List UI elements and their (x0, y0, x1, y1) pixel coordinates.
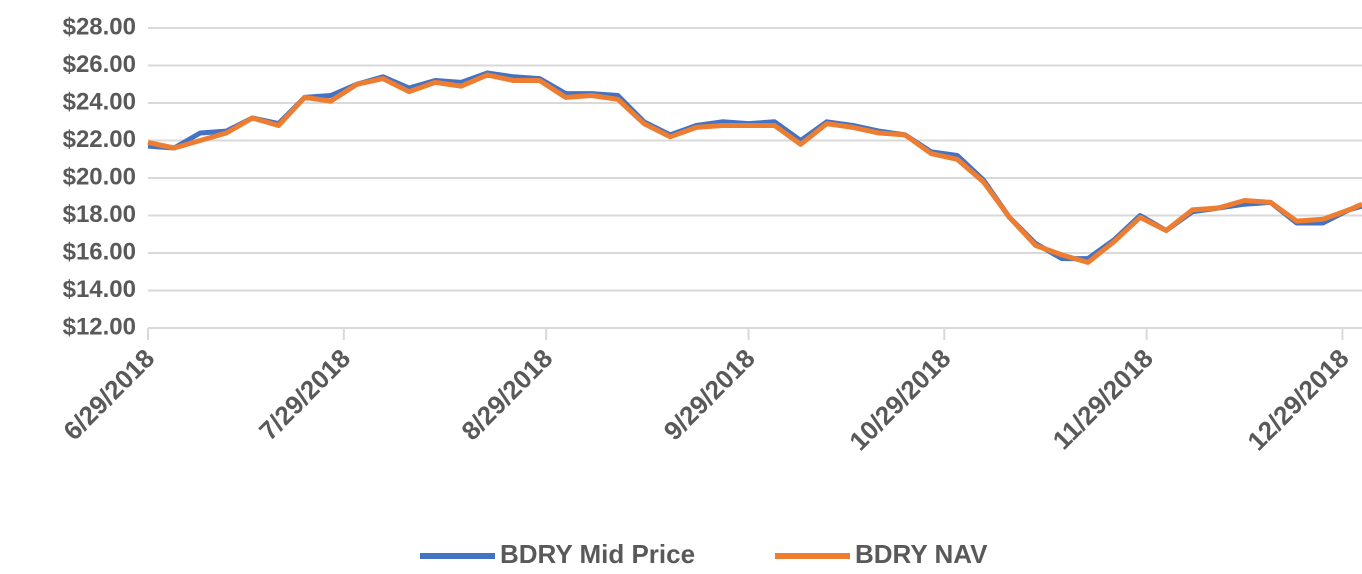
x-tick-label: 12/29/2018 (1241, 343, 1354, 456)
y-tick-label: $24.00 (63, 88, 136, 115)
x-tick-label: 10/29/2018 (843, 343, 956, 456)
y-tick-label: $12.00 (63, 313, 136, 340)
x-tick-label: 11/29/2018 (1047, 343, 1159, 455)
y-tick-label: $14.00 (63, 276, 136, 303)
y-tick-label: $18.00 (63, 201, 136, 228)
y-tick-label: $20.00 (63, 163, 136, 190)
x-tick-label: 6/29/2018 (57, 343, 160, 446)
x-tick-label: 8/29/2018 (455, 343, 558, 446)
y-tick-label: $16.00 (63, 238, 136, 265)
x-tick-label: 7/29/2018 (253, 343, 356, 446)
legend-label: BDRY NAV (855, 539, 988, 569)
legend-label: BDRY Mid Price (500, 539, 695, 569)
x-tick-label: 9/29/2018 (658, 343, 761, 446)
y-tick-label: $28.00 (63, 13, 136, 40)
series-line (147, 72, 1362, 265)
y-tick-label: $26.00 (63, 51, 136, 78)
y-tick-label: $22.00 (63, 126, 136, 153)
